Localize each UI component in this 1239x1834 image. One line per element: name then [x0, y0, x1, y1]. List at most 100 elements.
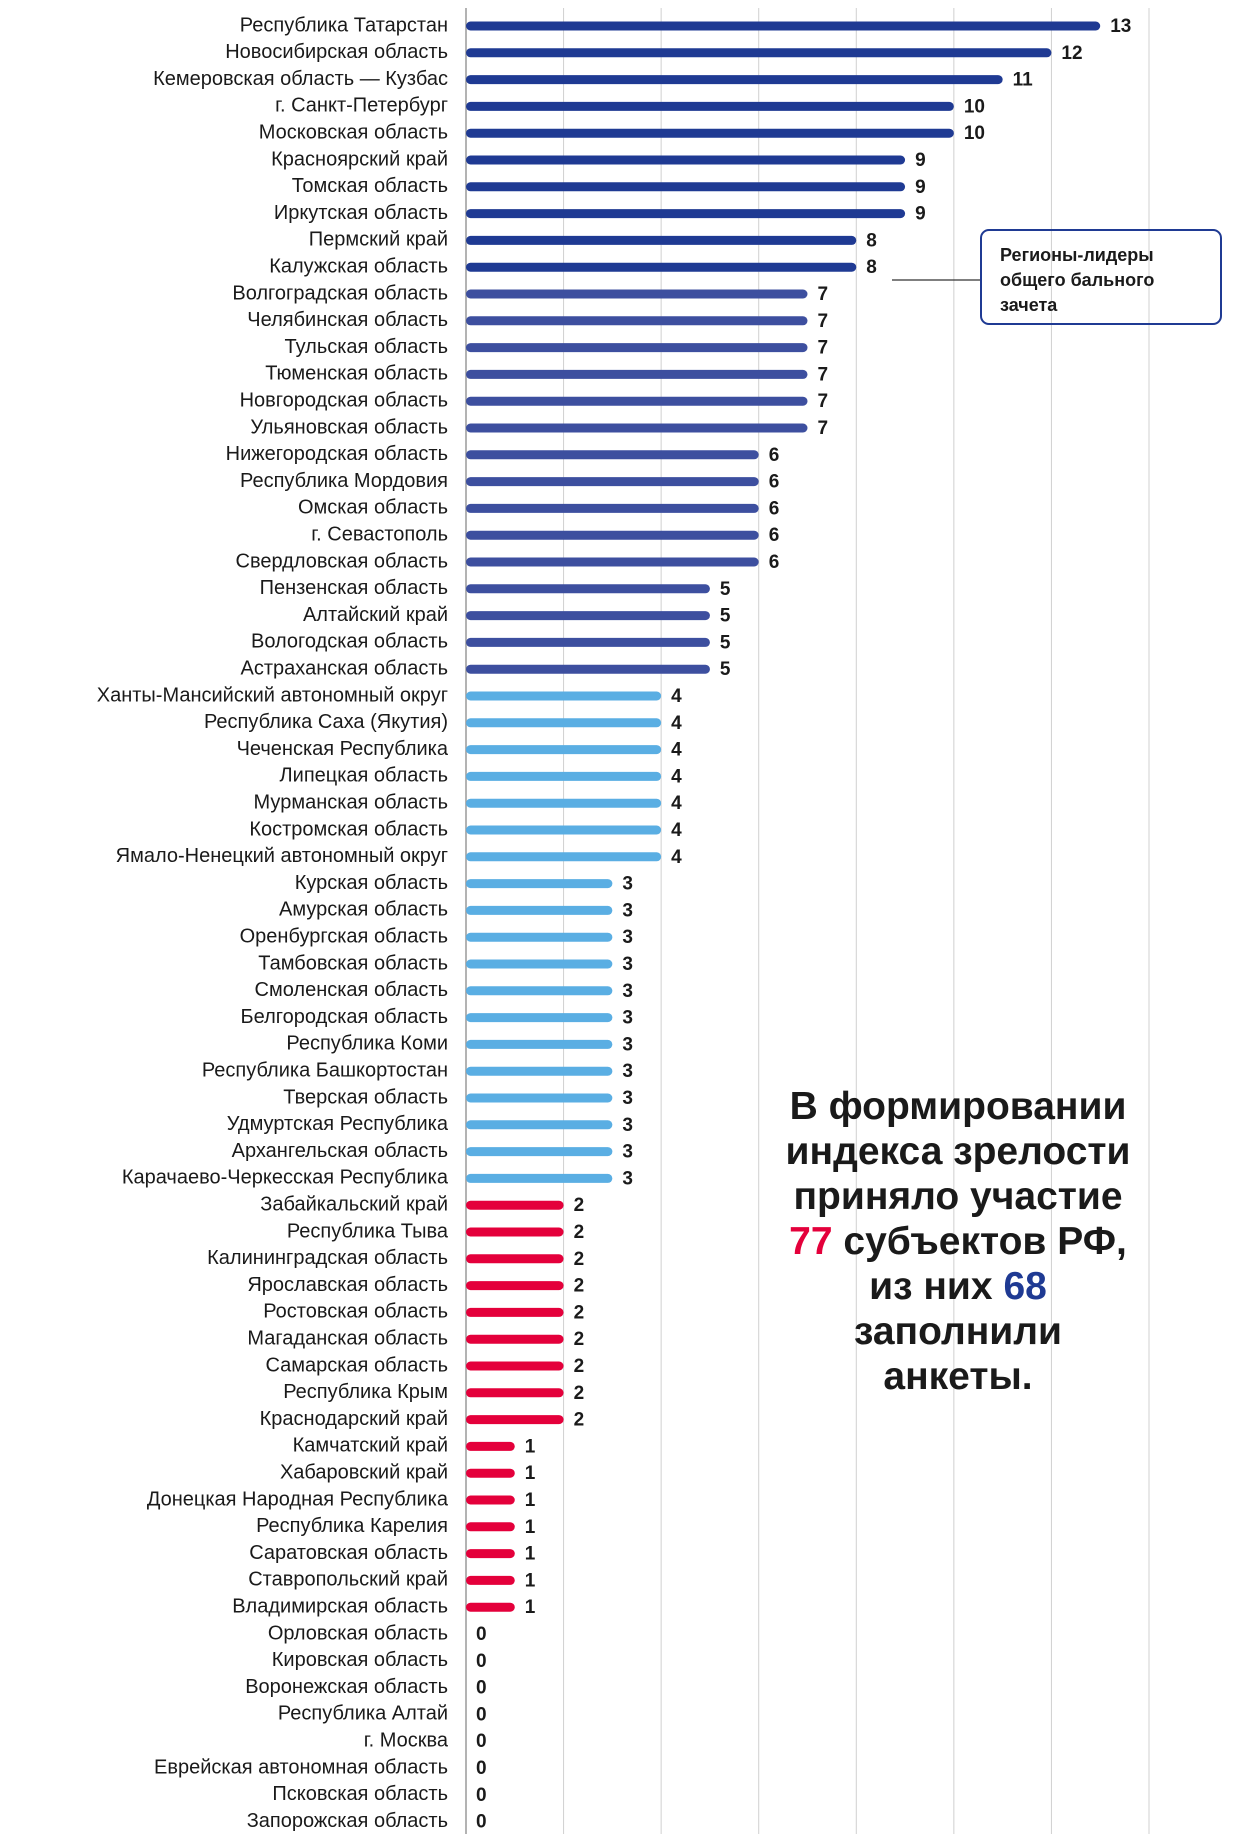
value-label: 3	[622, 1142, 633, 1163]
value-label: 5	[720, 659, 731, 680]
bar	[466, 557, 759, 567]
bar	[466, 691, 662, 701]
category-label: Ростовская область	[263, 1301, 448, 1323]
value-label: 1	[525, 1570, 536, 1591]
value-label: 2	[574, 1222, 585, 1243]
note-line: В формировании	[768, 1084, 1148, 1129]
bar	[466, 745, 662, 755]
bar	[466, 450, 759, 460]
value-label: 11	[1013, 70, 1034, 91]
bar	[466, 128, 954, 138]
value-label: 10	[964, 123, 985, 144]
bar	[466, 1334, 564, 1344]
bar	[466, 1281, 564, 1291]
bar	[466, 664, 710, 674]
category-label: Челябинская область	[247, 309, 448, 331]
category-label: Карачаево-Черкесская Республика	[122, 1167, 449, 1189]
note-line: из них 68	[768, 1264, 1148, 1309]
category-label: Владимирская область	[232, 1595, 448, 1617]
bar	[466, 1173, 613, 1183]
bar	[466, 718, 662, 728]
category-label: Иркутская область	[274, 202, 448, 224]
category-label: Еврейская автономная область	[154, 1756, 448, 1778]
value-label: 2	[574, 1410, 585, 1431]
note-text: 77	[789, 1220, 833, 1263]
value-label: 7	[818, 311, 829, 332]
value-label: 9	[915, 150, 926, 171]
category-label: Калининградская область	[207, 1247, 448, 1269]
category-label: Астраханская область	[241, 657, 448, 679]
bar	[466, 1361, 564, 1371]
value-label: 3	[622, 954, 633, 975]
value-label: 3	[622, 1034, 633, 1055]
value-label: 3	[622, 1008, 633, 1029]
bar	[466, 959, 613, 969]
category-label: Камчатский край	[293, 1435, 448, 1457]
bar	[466, 852, 662, 862]
bar	[466, 1254, 564, 1264]
value-label: 6	[769, 498, 780, 519]
bar	[466, 316, 808, 326]
category-label: Амурская область	[279, 899, 448, 921]
bar	[466, 1441, 515, 1451]
category-label: Ханты-Мансийский автономный округ	[97, 684, 448, 706]
bar	[466, 209, 906, 219]
bar	[466, 75, 1003, 85]
category-label: Забайкальский край	[260, 1193, 448, 1215]
value-label: 0	[476, 1624, 487, 1645]
category-label: Воронежская область	[245, 1676, 448, 1698]
category-label: Пензенская область	[260, 577, 448, 599]
bar	[466, 1468, 515, 1478]
bar	[466, 905, 613, 915]
category-label: Калужская область	[269, 255, 448, 277]
bar	[466, 771, 662, 781]
value-label: 4	[671, 766, 682, 787]
category-label: Кировская область	[272, 1649, 448, 1671]
category-label: Тюменская область	[265, 363, 448, 385]
value-label: 10	[964, 96, 985, 117]
category-label: г. Москва	[364, 1729, 449, 1751]
bar	[466, 530, 759, 540]
category-label: Орловская область	[268, 1622, 448, 1644]
bar	[466, 1307, 564, 1317]
bar	[466, 1147, 613, 1157]
note-line: индекса зрелости	[768, 1129, 1148, 1174]
value-label: 8	[866, 230, 877, 251]
value-label: 9	[915, 204, 926, 225]
value-label: 7	[818, 284, 829, 305]
category-label: Республика Карелия	[256, 1515, 448, 1537]
bar	[466, 584, 710, 594]
value-label: 6	[769, 445, 780, 466]
bar	[466, 1575, 515, 1585]
category-label: Республика Тыва	[287, 1220, 449, 1242]
bar	[466, 1227, 564, 1237]
category-label: Магаданская область	[247, 1327, 448, 1349]
bar	[466, 289, 808, 299]
value-label: 3	[622, 1168, 633, 1189]
category-label: Республика Татарстан	[240, 14, 448, 36]
note-text: анкеты.	[883, 1355, 1033, 1398]
note-text: приняло участие	[793, 1175, 1123, 1218]
value-label: 3	[622, 874, 633, 895]
value-label: 1	[525, 1436, 536, 1457]
value-label: 2	[574, 1249, 585, 1270]
bar	[466, 1200, 564, 1210]
bar	[466, 396, 808, 406]
category-label: Костромская область	[249, 818, 448, 840]
bar	[466, 611, 710, 621]
bar	[466, 235, 857, 245]
bar	[466, 798, 662, 808]
value-label: 6	[769, 472, 780, 493]
value-label: 1	[525, 1463, 536, 1484]
category-label: Республика Башкортостан	[202, 1059, 448, 1081]
category-label: Республика Крым	[283, 1381, 448, 1403]
value-label: 3	[622, 1061, 633, 1082]
note-text: субъектов РФ,	[832, 1220, 1127, 1263]
bar	[466, 182, 906, 192]
bar	[466, 1066, 613, 1076]
bar	[466, 1039, 613, 1049]
category-label: Томская область	[292, 175, 448, 197]
value-label: 6	[769, 552, 780, 573]
bar	[466, 1013, 613, 1023]
